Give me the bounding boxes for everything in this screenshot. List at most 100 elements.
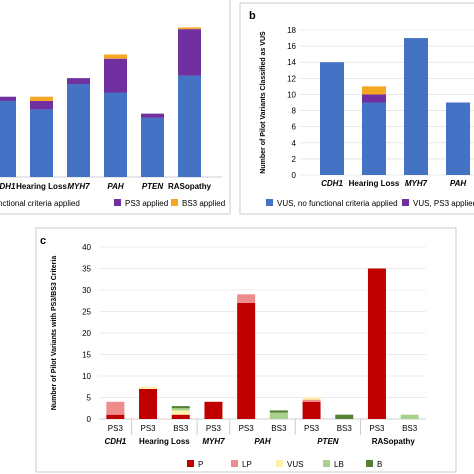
panel-c-group-label: CDH1	[104, 437, 126, 446]
panel-c-y-tick: 15	[82, 351, 91, 360]
panel-a-bar	[141, 113, 164, 118]
panel-c-legend-swatch	[231, 460, 238, 467]
panel-b-bar	[362, 102, 386, 175]
panel-a-bar	[104, 54, 127, 59]
panel-b-legend-swatch	[402, 199, 409, 206]
panel-c-group-label: RASopathy	[372, 437, 416, 446]
panel-a-frame	[0, 0, 231, 215]
panel-b-category-label: Hearing Loss	[349, 179, 400, 188]
panel-a-category-label: PAH	[107, 182, 124, 191]
panel-c-bar	[171, 414, 190, 419]
panel-a-bar	[0, 100, 16, 177]
panel-c-legend-swatch	[323, 460, 330, 467]
panel-b-category-label: CDH1	[321, 179, 343, 188]
panel-a-bar	[30, 100, 53, 110]
panel-a-legend-label: PS3 applied	[125, 199, 168, 208]
panel-b-letter: b	[249, 10, 256, 22]
panel-c-bar	[171, 406, 190, 409]
panel-b-chart: 0 2 4 6 8 10 12 14 16 18 Number of Pilot Variants …	[260, 26, 474, 208]
panel-c-group-label: MYH7	[202, 437, 225, 446]
panel-c-legend-swatch	[187, 460, 194, 467]
panel-c-legend-label: LP	[242, 460, 252, 469]
panel-c-legend-label: P	[198, 460, 203, 469]
panel-b-category-label: MYH7	[405, 179, 428, 188]
panel-c-frame	[35, 227, 457, 473]
panel-c-subcategory-label: PS3	[239, 424, 255, 433]
panel-c-y-tick: 5	[87, 394, 92, 403]
panel-c-bar	[171, 410, 190, 415]
panel-a-category-label: Hearing Loss	[16, 182, 67, 191]
panel-a-bar	[104, 92, 127, 177]
panel-b-y-tick: 6	[292, 123, 297, 132]
panel-c-subcategory-label: PS3	[140, 424, 156, 433]
panel-c-bar	[335, 414, 354, 419]
panel-a-bar	[178, 27, 201, 30]
panel-b-y-tick: 14	[287, 58, 296, 67]
panel-c-bar	[139, 386, 158, 389]
panel-a-legend-label: nctional criteria applied	[0, 199, 80, 208]
panel-c-legend-label: LB	[334, 460, 344, 469]
panel-a-category-label: CDH1	[0, 182, 16, 191]
panel-c-group-label: PAH	[254, 437, 271, 446]
panel-c-subcategory-label: PS3	[108, 424, 124, 433]
panel-c-legend-label: B	[377, 460, 382, 469]
panel-b-bar	[446, 102, 470, 175]
panel-c-y-tick: 20	[82, 329, 91, 338]
panel-c-y-tick: 0	[87, 415, 92, 424]
panel-c-bar	[106, 414, 125, 419]
panel-c-subcategory-label: BS3	[402, 424, 418, 433]
panel-b-y-tick: 12	[287, 74, 296, 83]
panel-c-group-label: PTEN	[317, 437, 339, 446]
panel-a-bar	[178, 75, 201, 177]
panel-b-y-tick: 10	[287, 90, 296, 99]
panel-a-bar	[67, 78, 90, 85]
panel-c-y-tick: 10	[82, 372, 91, 381]
panel-b-y-tick: 18	[287, 26, 296, 35]
panel-b-legend-label: VUS, PS3 applied	[413, 199, 474, 208]
panel-b-y-tick: 16	[287, 42, 296, 51]
panel-c-bar	[302, 397, 321, 400]
panel-c-bar	[269, 412, 288, 419]
panel-c-bar	[269, 410, 288, 413]
panel-a-legend-swatch	[114, 199, 121, 206]
panel-c-bar	[400, 414, 419, 419]
panel-a-bar	[67, 84, 90, 177]
panel-b-frame	[239, 2, 474, 215]
panel-c-y-tick: 30	[82, 286, 91, 295]
panel-a-bar	[0, 96, 16, 101]
panel-b-y-tick: 8	[292, 107, 297, 116]
panel-b-bar	[320, 62, 344, 175]
panel-c-bar	[139, 388, 158, 419]
panel-a-category-label: MYH7	[67, 182, 90, 191]
panel-c-legend-swatch	[366, 460, 373, 467]
panel-c-bar	[367, 268, 386, 419]
panel-c-subcategory-label: PS3	[369, 424, 385, 433]
panel-c-group-label: Hearing Loss	[139, 437, 190, 446]
panel-a-legend-label: BS3 applied	[182, 199, 225, 208]
panel-c-y-tick: 35	[82, 265, 91, 274]
panel-c-subcategory-label: PS3	[206, 424, 222, 433]
panel-b-y-tick: 4	[292, 139, 297, 148]
panel-b-y-tick: 0	[292, 171, 297, 180]
panel-a-bar	[30, 96, 53, 101]
panel-b-bar	[362, 86, 386, 95]
panel-b-y-tick: 2	[292, 155, 297, 164]
panel-b-category-label: PAH	[450, 179, 467, 188]
panel-a-bar	[104, 58, 127, 93]
panel-c-legend-swatch	[276, 460, 283, 467]
panel-c-subcategory-label: BS3	[173, 424, 189, 433]
panel-a-category-label: RASopathy	[168, 182, 212, 191]
panel-b-legend-label: VUS, no functional criteria applied	[277, 199, 398, 208]
panel-a-legend-swatch	[171, 199, 178, 206]
panel-c-bar	[204, 401, 223, 419]
panel-a-bar	[178, 29, 201, 76]
panel-c-bar	[302, 399, 321, 402]
panel-c-subcategory-label: BS3	[271, 424, 287, 433]
panel-c-bar	[237, 302, 256, 419]
panel-c-bar	[106, 401, 125, 415]
panel-c-bar	[237, 294, 256, 303]
panel-b-bar	[362, 94, 386, 103]
panel-c-y-tick: 25	[82, 308, 91, 317]
